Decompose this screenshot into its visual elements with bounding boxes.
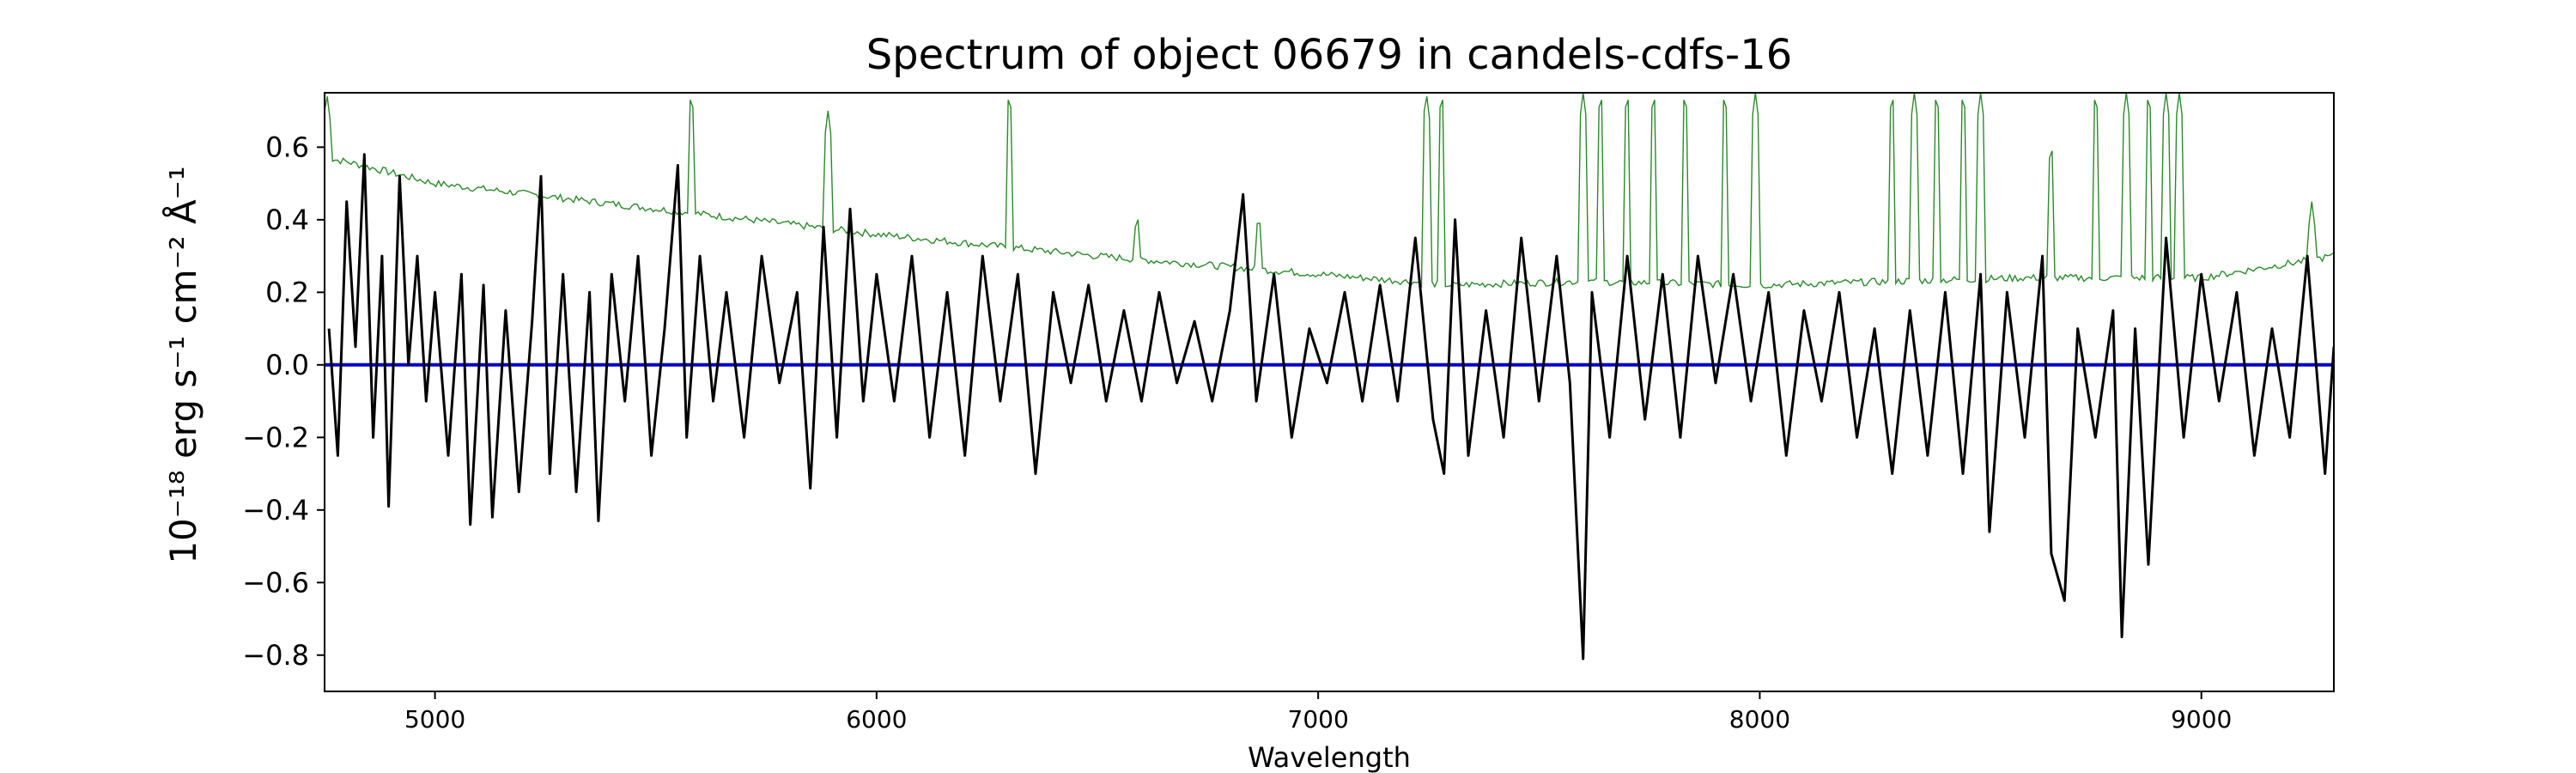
y-tick-label: −0.2 [242, 421, 309, 453]
y-tick-label: −0.8 [242, 639, 309, 672]
y-axis-label: 10⁻¹⁸ erg s⁻¹ cm⁻² Å⁻¹ [161, 166, 204, 563]
x-tick-label: 6000 [846, 705, 907, 733]
chart-title: Spectrum of object 06679 in candels-cdfs… [866, 31, 1793, 79]
y-tick-label: 0.6 [265, 131, 309, 163]
x-tick-label: 8000 [1729, 705, 1790, 733]
flux-spectrum-line [327, 153, 2334, 660]
y-tick-label: 0.2 [265, 276, 309, 308]
x-tick-label: 7000 [1288, 705, 1349, 733]
x-axis-label: Wavelength [1248, 741, 1411, 773]
x-tick-label: 9000 [2171, 705, 2232, 733]
y-tick-label: 0.0 [265, 349, 309, 381]
y-tick-label: 0.4 [265, 204, 309, 236]
y-tick-label: −0.4 [242, 494, 309, 526]
error-spectrum-line [325, 93, 2334, 289]
plot-frame [324, 92, 2335, 692]
y-tick-label: −0.6 [242, 566, 309, 599]
x-tick-label: 5000 [404, 705, 465, 733]
